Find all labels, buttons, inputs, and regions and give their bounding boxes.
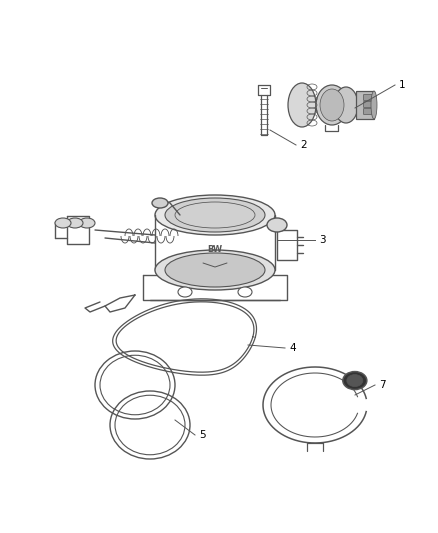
Ellipse shape <box>155 195 275 235</box>
Ellipse shape <box>371 91 377 119</box>
Text: 3: 3 <box>319 235 325 245</box>
Text: BW: BW <box>208 246 223 254</box>
Text: 2: 2 <box>300 140 307 150</box>
Ellipse shape <box>152 198 168 208</box>
Ellipse shape <box>67 218 83 228</box>
Text: 4: 4 <box>289 343 296 353</box>
FancyBboxPatch shape <box>364 94 372 101</box>
Ellipse shape <box>238 287 252 297</box>
Ellipse shape <box>288 83 316 127</box>
Ellipse shape <box>155 250 275 290</box>
Ellipse shape <box>55 218 71 228</box>
Ellipse shape <box>165 198 265 232</box>
Ellipse shape <box>178 287 192 297</box>
Text: 1: 1 <box>399 80 406 90</box>
Ellipse shape <box>316 85 348 125</box>
Ellipse shape <box>267 218 287 232</box>
Ellipse shape <box>165 253 265 287</box>
Polygon shape <box>356 91 374 119</box>
Text: 7: 7 <box>379 380 385 390</box>
FancyBboxPatch shape <box>364 101 372 108</box>
Ellipse shape <box>334 87 358 123</box>
Ellipse shape <box>79 218 95 228</box>
Ellipse shape <box>343 372 367 390</box>
Ellipse shape <box>320 89 344 121</box>
FancyBboxPatch shape <box>364 109 372 115</box>
Ellipse shape <box>347 375 363 386</box>
Text: 5: 5 <box>199 430 205 440</box>
